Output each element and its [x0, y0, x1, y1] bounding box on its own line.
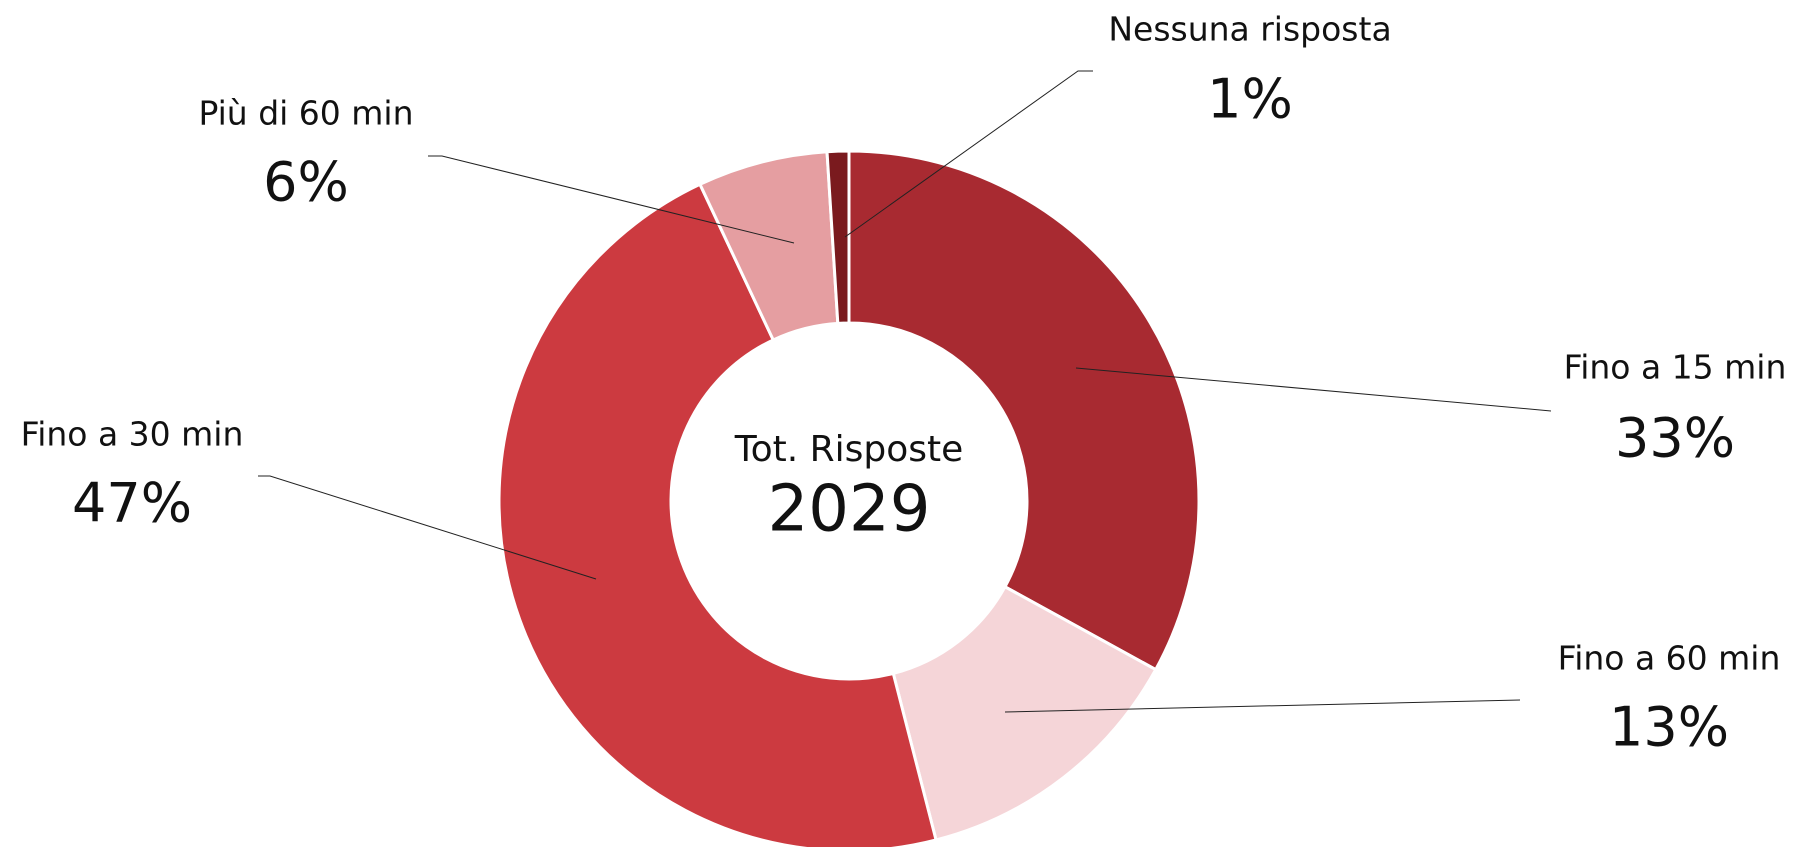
slice	[891, 584, 1158, 842]
slice-value-label: 13%	[1609, 696, 1729, 759]
leader-line	[428, 155, 795, 244]
slice-name: Più di 60 min	[198, 94, 413, 133]
slice	[497, 182, 938, 847]
slice-name: Fino a 30 min	[21, 415, 244, 454]
slice-value-label: 47%	[72, 472, 192, 535]
slice-value-label: 1%	[1207, 68, 1293, 131]
slices	[497, 149, 1201, 847]
leader-line	[844, 70, 1093, 238]
leader-line	[1075, 367, 1552, 412]
center-value: 2029	[768, 473, 931, 547]
slice-name: Fino a 15 min	[1564, 348, 1787, 387]
leader-line	[258, 475, 597, 580]
slice-name: Nessuna risposta	[1108, 10, 1391, 49]
slice-value-label: 6%	[263, 151, 349, 214]
slice	[847, 149, 1201, 672]
slice	[825, 149, 851, 325]
leaders	[258, 70, 1552, 713]
slice-name: Fino a 60 min	[1558, 639, 1781, 678]
leader-line	[1004, 699, 1521, 713]
center-title: Tot. Risposte	[734, 429, 964, 470]
slice-value-label: 33%	[1615, 407, 1735, 470]
